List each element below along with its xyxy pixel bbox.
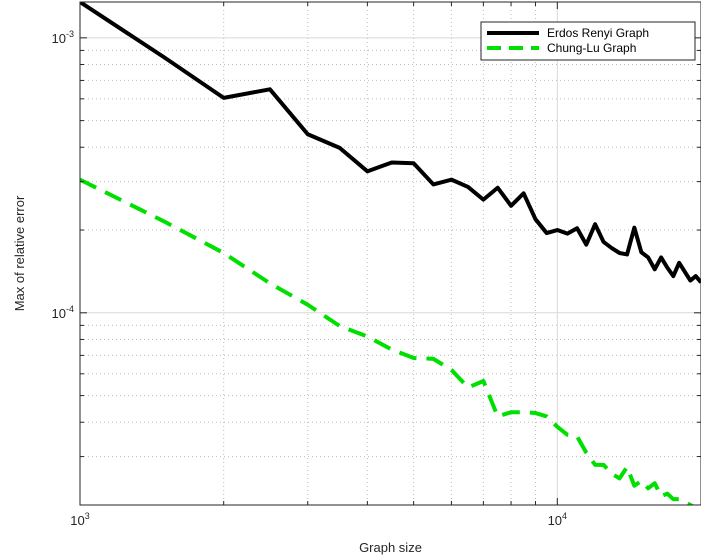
- y-axis-label: Max of relative error: [12, 195, 27, 311]
- series-line-0: [80, 2, 701, 284]
- plot-frame: [79, 1, 701, 506]
- x-tick-label: 103: [70, 511, 89, 528]
- legend-label-1: Chung-Lu Graph: [547, 41, 636, 55]
- legend-box: [480, 21, 696, 61]
- y-tick-label: 10-3: [52, 29, 74, 46]
- tick-labels: 103 104 10-3 10-4: [52, 29, 568, 528]
- y-tick-label: 10-4: [52, 304, 74, 321]
- major-grid: [79, 2, 701, 505]
- series-line-1: [80, 177, 695, 505]
- series-group: [80, 2, 701, 505]
- x-axis-label: Graph size: [359, 540, 422, 555]
- minor-grid: [80, 2, 701, 506]
- x-tick-label: 104: [548, 511, 567, 528]
- legend-label-0: Erdos Renyi Graph: [547, 26, 649, 40]
- axis-ticks: [79, 2, 701, 506]
